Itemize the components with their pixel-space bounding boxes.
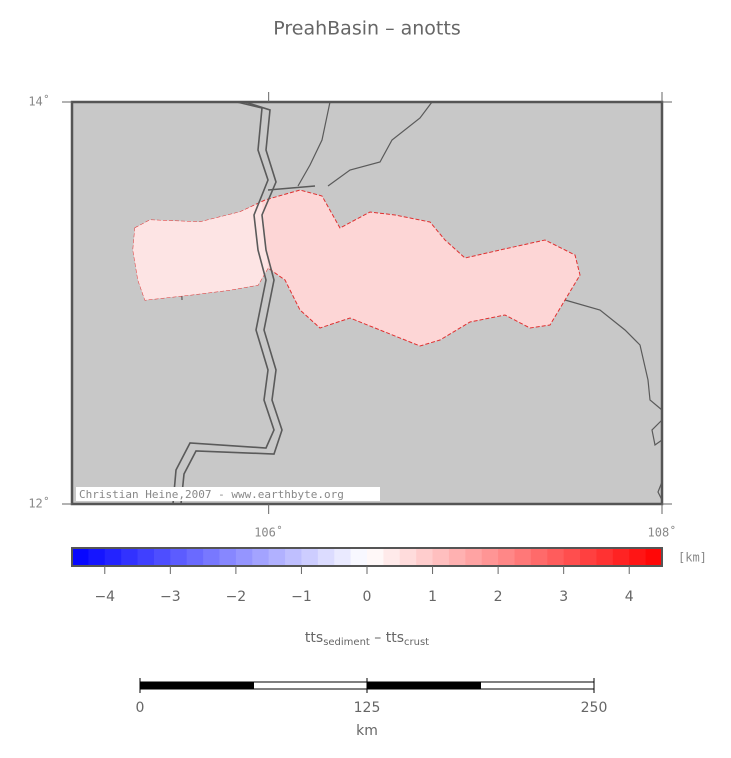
colorbar-swatch [219, 548, 237, 566]
colorbar-swatch [268, 548, 286, 566]
colorbar-swatch [334, 548, 352, 566]
label-sub: crust [404, 637, 429, 648]
colorbar-swatch [612, 548, 630, 566]
colorbar-swatch [317, 548, 335, 566]
colorbar-swatch [88, 548, 106, 566]
colorbar-swatch [498, 548, 515, 566]
lat-label: 12˚ [28, 496, 50, 511]
colorbar-swatch [563, 548, 581, 566]
title: PreahBasin – anotts [273, 18, 460, 40]
scalebar-label: 0 [136, 700, 145, 716]
colorbar-swatch [153, 548, 171, 566]
colorbar-tick-label: −4 [94, 589, 115, 605]
scalebar-unit: km [356, 723, 378, 739]
colorbar-swatch [137, 548, 155, 566]
colorbar-swatch [186, 548, 204, 566]
colorbar-swatch [530, 548, 548, 566]
colorbar-swatch [203, 548, 220, 566]
lon-label: 108˚ [648, 525, 677, 540]
colorbar-swatch [547, 548, 565, 566]
colorbar-swatch [350, 548, 368, 566]
colorbar-swatch [399, 548, 417, 566]
river [327, 101, 433, 187]
colorbar-swatch [448, 548, 466, 566]
basin-part [133, 202, 268, 300]
river [651, 419, 663, 447]
colorbar-swatch [72, 548, 89, 566]
colorbar-tick-label: −3 [160, 589, 181, 605]
map-frame [70, 100, 664, 506]
lon-label: 106˚ [254, 525, 283, 540]
label-part: – tts [370, 630, 404, 646]
colorbar-swatch [416, 548, 434, 566]
colorbar-tick-label: −2 [226, 589, 247, 605]
colorbar-unit: [km] [678, 551, 707, 565]
river [180, 101, 283, 505]
scalebar-label: 250 [581, 700, 608, 716]
colorbar-swatch [514, 548, 532, 566]
colorbar-swatch [301, 548, 319, 566]
colorbar-swatch [285, 548, 302, 566]
scalebar-segment [366, 681, 481, 690]
scalebar-segment [253, 681, 368, 690]
scalebar-segment [480, 681, 595, 690]
colorbar-swatch [235, 548, 253, 566]
colorbar-swatch [170, 548, 188, 566]
credit: Christian Heine,2007 - www.earthbyte.org [79, 488, 344, 501]
river [564, 299, 663, 411]
colorbar-swatch [121, 548, 139, 566]
colorbar-tick-label: 3 [559, 589, 568, 605]
label-sub: sediment [323, 637, 370, 648]
label-part: tts [305, 630, 323, 646]
colorbar-swatch [580, 548, 597, 566]
colorbar-label: ttssediment – ttscrust [305, 630, 429, 648]
credit-box [76, 487, 380, 501]
colorbar-swatch [645, 548, 663, 566]
mekong [172, 101, 316, 505]
colorbar-tick-label: −1 [291, 589, 312, 605]
colorbar-tick-label: 0 [363, 589, 372, 605]
colorbar-swatch [481, 548, 499, 566]
scalebar-label: 125 [354, 700, 381, 716]
river [172, 101, 275, 505]
lat-label: 14˚ [28, 94, 50, 109]
colorbar-swatch [104, 548, 122, 566]
colorbar-swatch [432, 548, 450, 566]
river [267, 185, 316, 191]
colorbar-swatch [383, 548, 401, 566]
colorbar-swatch [252, 548, 270, 566]
colorbar-swatch [465, 548, 483, 566]
colorbar-tick-label: 4 [625, 589, 634, 605]
colorbar-tick-label: 2 [494, 589, 503, 605]
colorbar-swatch [629, 548, 647, 566]
river [297, 101, 331, 187]
colorbar-swatch [596, 548, 614, 566]
colorbar-swatch [367, 548, 384, 566]
colorbar-tick-label: 1 [428, 589, 437, 605]
scalebar-segment [139, 681, 254, 690]
river [657, 481, 663, 501]
